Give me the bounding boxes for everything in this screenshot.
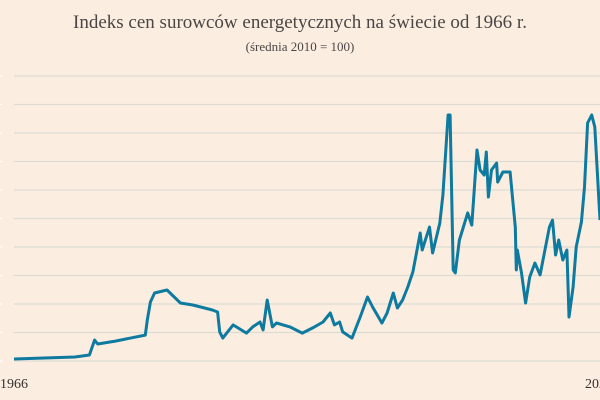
gridlines — [0, 75, 600, 362]
series-line — [13, 113, 600, 361]
x-tick-label-start: 1966 — [0, 377, 28, 392]
x-tick-label-end: 2022 — [585, 377, 600, 392]
chart-title: Indeks cen surowców energetycznych na św… — [73, 12, 527, 33]
chart-subtitle: (średnia 2010 = 100) — [245, 39, 355, 54]
series-group — [13, 113, 600, 361]
